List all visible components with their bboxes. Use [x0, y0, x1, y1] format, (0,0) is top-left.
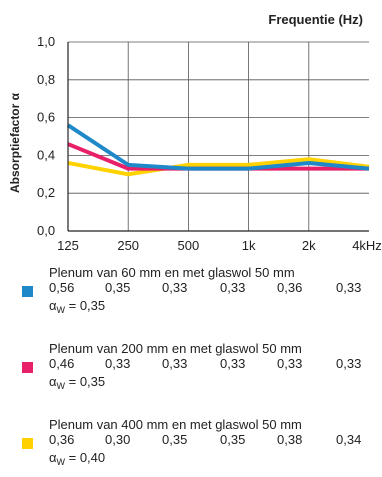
legend-entry-60mm: Plenum van 60 mm en met glaswol 50 mm 0,5…: [0, 265, 382, 325]
alpha-w-value: αW = 0,35: [49, 298, 106, 315]
x-tick-label: 1k: [242, 238, 256, 253]
legend-color-swatch: [22, 362, 33, 373]
alpha-w-value: αW = 0,35: [49, 374, 106, 391]
legend-value: 0,34: [336, 432, 362, 447]
legend-value: 0,30: [105, 432, 131, 447]
legend-value: 0,46: [49, 356, 75, 371]
series-line-2: [67, 157, 370, 177]
legend-value: 0,33: [336, 356, 362, 371]
legend-value: 0,36: [277, 280, 303, 295]
legend-series-name: Plenum van 200 mm en met glaswol 50 mm: [49, 341, 302, 356]
y-tick-label: 0,2: [37, 185, 55, 200]
legend-value: 0,38: [277, 432, 303, 447]
legend-value: 0,35: [220, 432, 246, 447]
series-line-0: [66, 123, 370, 171]
x-tick-label: 250: [117, 238, 139, 253]
x-tick-label: 2k: [302, 238, 316, 253]
y-tick-label: 0,6: [37, 110, 55, 125]
absorption-chart: Frequentie (Hz) Absorptiefactor α 0,0 0,2…: [8, 12, 382, 253]
y-tick-label: 1,0: [37, 34, 55, 49]
y-tick-label: 0,4: [37, 147, 55, 162]
legend-value: 0,33: [162, 356, 188, 371]
legend-value: 0,35: [162, 432, 188, 447]
chart-title: Frequentie (Hz): [268, 12, 363, 27]
legend-entry-200mm: Plenum van 200 mm en met glaswol 50 mm 0,…: [0, 341, 382, 401]
plot-frame: [67, 42, 369, 232]
legend-value: 0,56: [49, 280, 75, 295]
legend-value: 0,33: [220, 356, 246, 371]
legend-value: 0,33: [105, 356, 131, 371]
alpha-w-value: αW = 0,40: [49, 450, 106, 467]
grid-layer: [68, 41, 369, 231]
tick-labels: 0,0 0,2 0,4 0,6 0,8 1,0 125 250 500 1k 2k 4kHz: [37, 34, 382, 253]
legend-color-swatch: [22, 286, 33, 297]
legend-value: 0,36: [49, 432, 75, 447]
legend-value: 0,33: [277, 356, 303, 371]
x-tick-label: 125: [57, 238, 79, 253]
legend-value: 0,33: [336, 280, 362, 295]
legend-series-name: Plenum van 400 mm en met glaswol 50 mm: [49, 417, 302, 432]
legend-value: 0,33: [162, 280, 188, 295]
y-axis-label: Absorptiefactor α: [8, 92, 22, 193]
x-tick-label: 500: [178, 238, 200, 253]
y-tick-label: 0,0: [37, 223, 55, 238]
legend-color-swatch: [22, 438, 33, 449]
y-tick-label: 0,8: [37, 72, 55, 87]
legend-entry-400mm: Plenum van 400 mm en met glaswol 50 mm 0,…: [0, 417, 382, 477]
legend-series-name: Plenum van 60 mm en met glaswol 50 mm: [49, 265, 295, 280]
x-tick-label: 4kHz: [352, 238, 382, 253]
series-lines: [66, 123, 370, 177]
legend-value: 0,33: [220, 280, 246, 295]
legend-value: 0,35: [105, 280, 131, 295]
